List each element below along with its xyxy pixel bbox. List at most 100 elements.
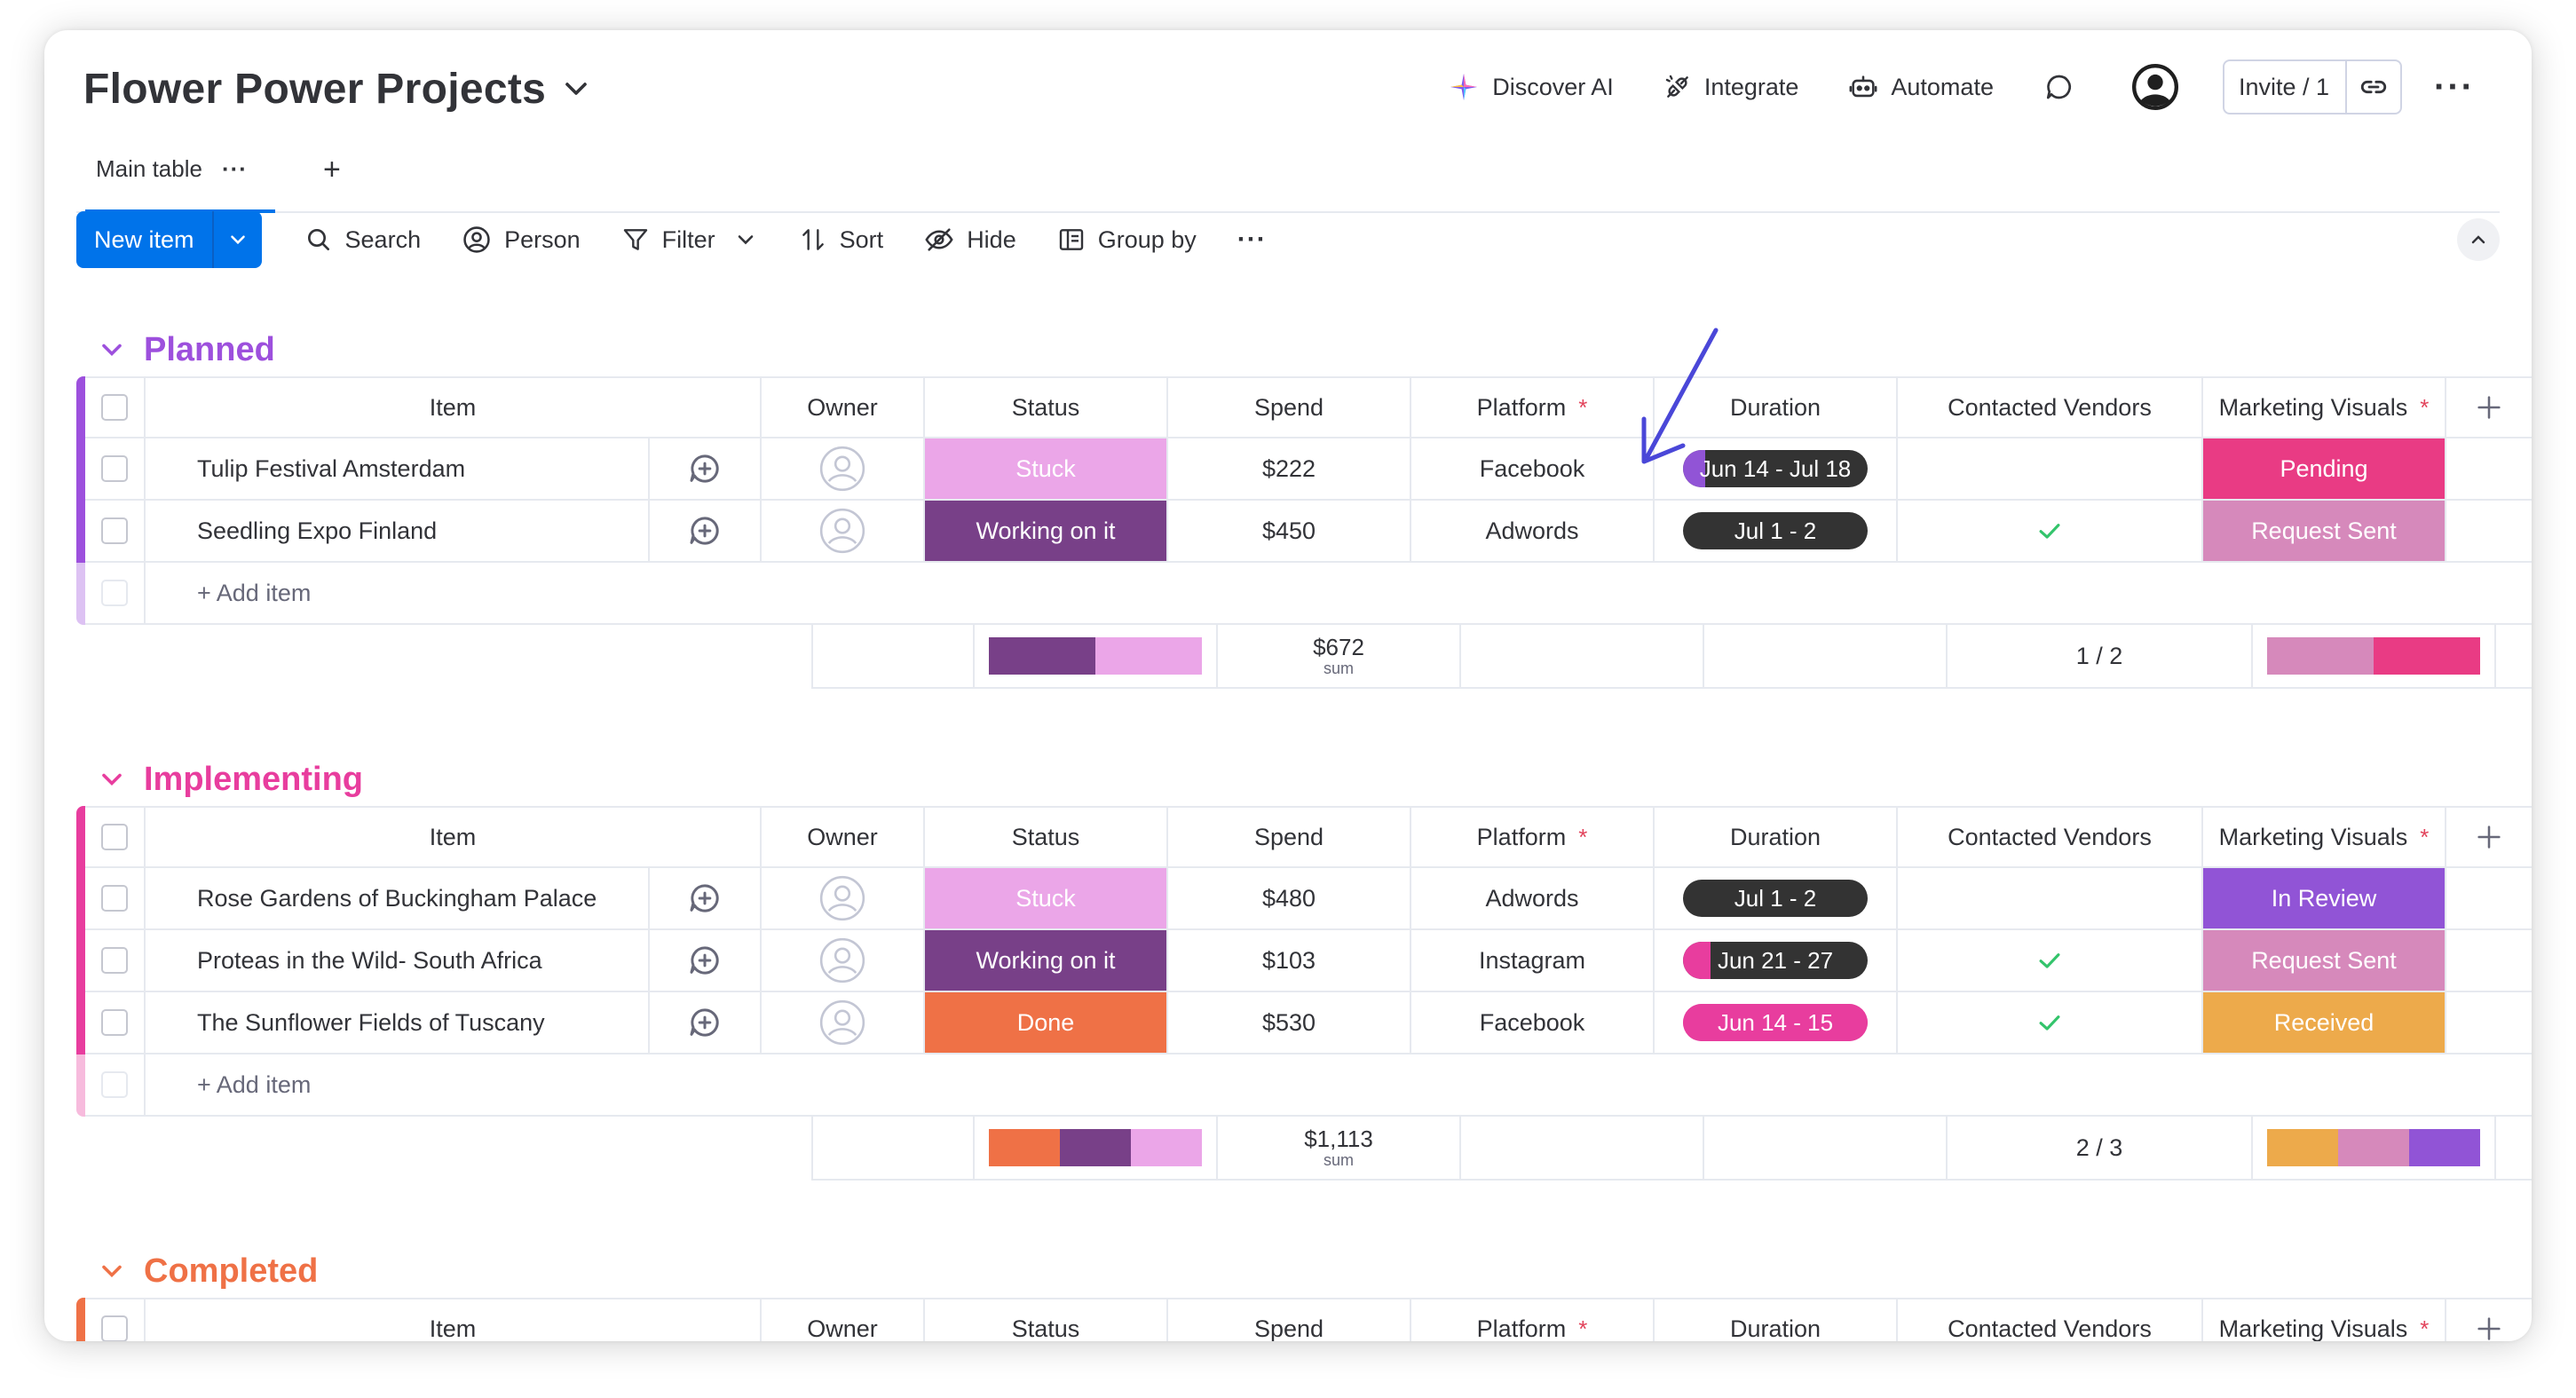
status-cell[interactable]: Working on it (925, 501, 1168, 563)
checkbox[interactable] (101, 394, 128, 421)
person-filter-button[interactable]: Person (462, 225, 581, 255)
hide-button[interactable]: Hide (924, 225, 1016, 255)
status-cell[interactable]: Stuck (925, 868, 1168, 930)
add-column-button[interactable] (2446, 1298, 2532, 1341)
spend-cell[interactable]: $450 (1168, 501, 1411, 563)
column-header-owner[interactable]: Owner (762, 806, 925, 868)
contacted-vendors-cell[interactable] (1898, 930, 2203, 992)
owner-cell[interactable] (762, 992, 925, 1054)
column-header-status[interactable]: Status (925, 806, 1168, 868)
vendors-summary[interactable]: 1 / 2 (1948, 625, 2253, 689)
user-avatar-icon[interactable] (2131, 64, 2178, 110)
add-update-button[interactable] (650, 868, 762, 930)
add-update-button[interactable] (650, 992, 762, 1054)
column-header-owner[interactable]: Owner (762, 376, 925, 438)
row-checkbox[interactable] (85, 438, 146, 501)
owner-cell[interactable] (762, 868, 925, 930)
spend-cell[interactable]: $530 (1168, 992, 1411, 1054)
column-header-duration[interactable]: Duration (1655, 376, 1898, 438)
row-checkbox[interactable] (85, 930, 146, 992)
automate-button[interactable]: Automate (1848, 72, 1994, 102)
add-update-button[interactable] (650, 930, 762, 992)
group-title[interactable]: Implementing (144, 760, 364, 798)
row-checkbox[interactable] (85, 992, 146, 1054)
integrate-button[interactable]: Integrate (1663, 73, 1798, 101)
checkbox[interactable] (101, 824, 128, 850)
group-title[interactable]: Planned (144, 330, 275, 368)
spend-cell[interactable]: $103 (1168, 930, 1411, 992)
add-item-input[interactable]: + Add item (146, 563, 2532, 625)
group-title[interactable]: Completed (144, 1252, 319, 1290)
column-header-spend[interactable]: Spend (1168, 376, 1411, 438)
column-header-contacted-vendors[interactable]: Contacted Vendors (1898, 376, 2203, 438)
chevron-down-icon[interactable] (96, 334, 128, 366)
new-item-dropdown[interactable] (214, 211, 262, 268)
platform-cell[interactable]: Facebook (1411, 992, 1655, 1054)
marketing-visuals-cell[interactable]: In Review (2203, 868, 2446, 930)
platform-cell[interactable]: Facebook (1411, 438, 1655, 501)
spend-summary[interactable]: $1,113 sum (1218, 1117, 1461, 1181)
checkbox[interactable] (101, 885, 128, 912)
status-cell[interactable]: Stuck (925, 438, 1168, 501)
select-all-checkbox[interactable] (85, 376, 146, 438)
column-header-item[interactable]: Item (146, 1298, 762, 1341)
column-header-status[interactable]: Status (925, 1298, 1168, 1341)
sort-button[interactable]: Sort (799, 225, 883, 254)
contacted-vendors-cell[interactable] (1898, 438, 2203, 501)
vendors-summary[interactable]: 2 / 3 (1948, 1117, 2253, 1181)
checkbox[interactable] (101, 1009, 128, 1036)
column-header-spend[interactable]: Spend (1168, 1298, 1411, 1341)
invite-button[interactable]: Invite / 1 (2224, 61, 2348, 113)
column-header-duration[interactable]: Duration (1655, 1298, 1898, 1341)
marketing-visuals-cell[interactable]: Received (2203, 992, 2446, 1054)
contacted-vendors-cell[interactable] (1898, 501, 2203, 563)
column-header-status[interactable]: Status (925, 376, 1168, 438)
owner-cell[interactable] (762, 438, 925, 501)
updates-button[interactable] (2043, 71, 2088, 103)
more-toolbar-icon[interactable]: ··· (1237, 225, 1267, 254)
item-name-cell[interactable]: Proteas in the Wild- South Africa (146, 930, 650, 992)
add-update-button[interactable] (650, 501, 762, 563)
select-all-checkbox[interactable] (85, 806, 146, 868)
copy-link-button[interactable] (2347, 61, 2400, 113)
duration-cell[interactable]: Jun 14 - Jul 18 (1655, 438, 1898, 501)
platform-cell[interactable]: Instagram (1411, 930, 1655, 992)
status-cell[interactable]: Done (925, 992, 1168, 1054)
contacted-vendors-cell[interactable] (1898, 868, 2203, 930)
chevron-down-icon[interactable] (96, 1255, 128, 1287)
column-header-platform[interactable]: Platform * (1411, 376, 1655, 438)
column-header-item[interactable]: Item (146, 806, 762, 868)
column-header-item[interactable]: Item (146, 376, 762, 438)
add-column-button[interactable] (2446, 806, 2532, 868)
item-name-cell[interactable]: Seedling Expo Finland (146, 501, 650, 563)
checkbox[interactable] (101, 1315, 128, 1341)
owner-cell[interactable] (762, 501, 925, 563)
search-button[interactable]: Search (304, 225, 421, 254)
group-by-button[interactable]: Group by (1057, 225, 1197, 254)
item-name-cell[interactable]: Rose Gardens of Buckingham Palace (146, 868, 650, 930)
marketing-visuals-cell[interactable]: Pending (2203, 438, 2446, 501)
status-summary[interactable] (975, 1117, 1218, 1181)
row-checkbox[interactable] (85, 868, 146, 930)
discover-ai-button[interactable]: Discover AI (1448, 71, 1614, 103)
chevron-down-icon[interactable] (733, 227, 758, 252)
checkbox[interactable] (101, 517, 128, 544)
status-cell[interactable]: Working on it (925, 930, 1168, 992)
tab-main-table[interactable]: Main table ··· (85, 128, 275, 213)
spend-cell[interactable]: $480 (1168, 868, 1411, 930)
duration-cell[interactable]: Jun 21 - 27 (1655, 930, 1898, 992)
owner-cell[interactable] (762, 930, 925, 992)
add-item-input[interactable]: + Add item (146, 1054, 2532, 1117)
select-all-checkbox[interactable] (85, 1298, 146, 1341)
platform-cell[interactable]: Adwords (1411, 868, 1655, 930)
checkbox[interactable] (101, 947, 128, 974)
filter-button[interactable]: Filter (621, 225, 758, 254)
marketing-visuals-cell[interactable]: Request Sent (2203, 501, 2446, 563)
column-header-contacted-vendors[interactable]: Contacted Vendors (1898, 806, 2203, 868)
more-options-icon[interactable]: ··· (2434, 67, 2475, 107)
column-header-marketing-visuals[interactable]: Marketing Visuals * (2203, 1298, 2446, 1341)
item-name-cell[interactable]: Tulip Festival Amsterdam (146, 438, 650, 501)
chevron-down-icon[interactable] (96, 763, 128, 795)
item-name-cell[interactable]: The Sunflower Fields of Tuscany (146, 992, 650, 1054)
status-summary[interactable] (975, 625, 1218, 689)
